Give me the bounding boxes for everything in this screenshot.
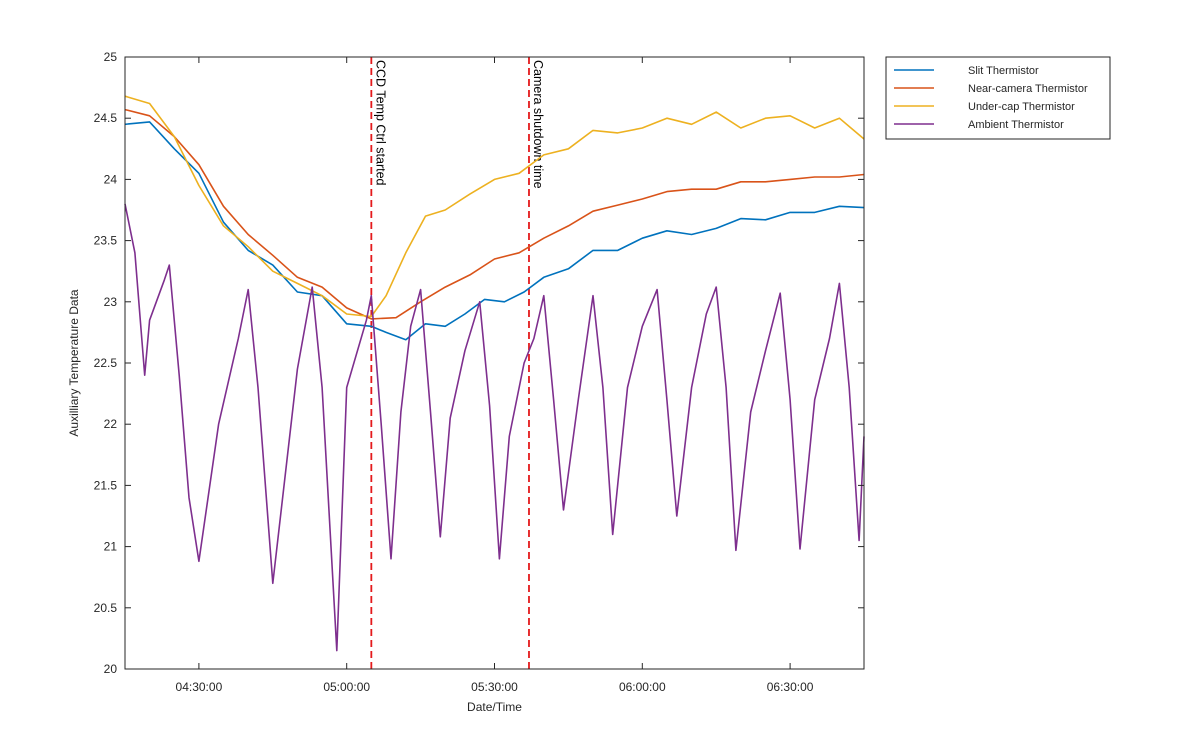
series-group bbox=[124, 95, 865, 652]
y-tick-label: 25 bbox=[104, 50, 118, 64]
y-tick-label: 22.5 bbox=[94, 356, 118, 370]
y-tick-label: 20 bbox=[104, 662, 118, 676]
vertical-marker-label: CCD Temp Ctrl started bbox=[373, 60, 387, 186]
plot-area bbox=[125, 57, 864, 669]
legend-label: Under-cap Thermistor bbox=[968, 101, 1075, 113]
series-line-ambient-thermistor bbox=[124, 203, 865, 652]
legend-label: Slit Thermistor bbox=[968, 65, 1039, 77]
y-tick-label: 22 bbox=[104, 417, 118, 431]
series-line-near-camera-thermistor bbox=[124, 108, 865, 320]
y-axis: 20 20.5 21 21.5 22 22.5 23 23.5 24 24.5 25 bbox=[94, 50, 864, 676]
y-tick-label: 24 bbox=[104, 172, 118, 186]
legend-label: Ambient Thermistor bbox=[968, 119, 1064, 131]
y-tick-label: 24.5 bbox=[94, 111, 118, 125]
y-axis-label: Auxilliary Temperature Data bbox=[67, 289, 81, 437]
x-tick-label: 06:30:00 bbox=[767, 680, 814, 694]
plot-background bbox=[125, 57, 864, 669]
x-axis: 04:30:00 05:00:00 05:30:00 06:00:00 06:30:00 bbox=[176, 57, 814, 694]
legend: Slit Thermistor Near-camera Thermistor Und… bbox=[885, 56, 1111, 140]
y-tick-label: 23 bbox=[104, 295, 118, 309]
y-tick-label: 21.5 bbox=[94, 478, 118, 492]
x-tick-label: 04:30:00 bbox=[176, 680, 223, 694]
series-line-under-cap-thermistor bbox=[124, 95, 865, 318]
y-tick-label: 21 bbox=[104, 540, 118, 554]
x-tick-label: 05:30:00 bbox=[471, 680, 518, 694]
vertical-marker-label: Camera shutdown time bbox=[531, 60, 545, 189]
x-tick-label: 06:00:00 bbox=[619, 680, 666, 694]
y-tick-label: 23.5 bbox=[94, 234, 118, 248]
x-tick-label: 05:00:00 bbox=[323, 680, 370, 694]
x-axis-label: Date/Time bbox=[467, 700, 522, 714]
y-tick-label: 20.5 bbox=[94, 601, 118, 615]
legend-label: Near-camera Thermistor bbox=[968, 83, 1088, 95]
